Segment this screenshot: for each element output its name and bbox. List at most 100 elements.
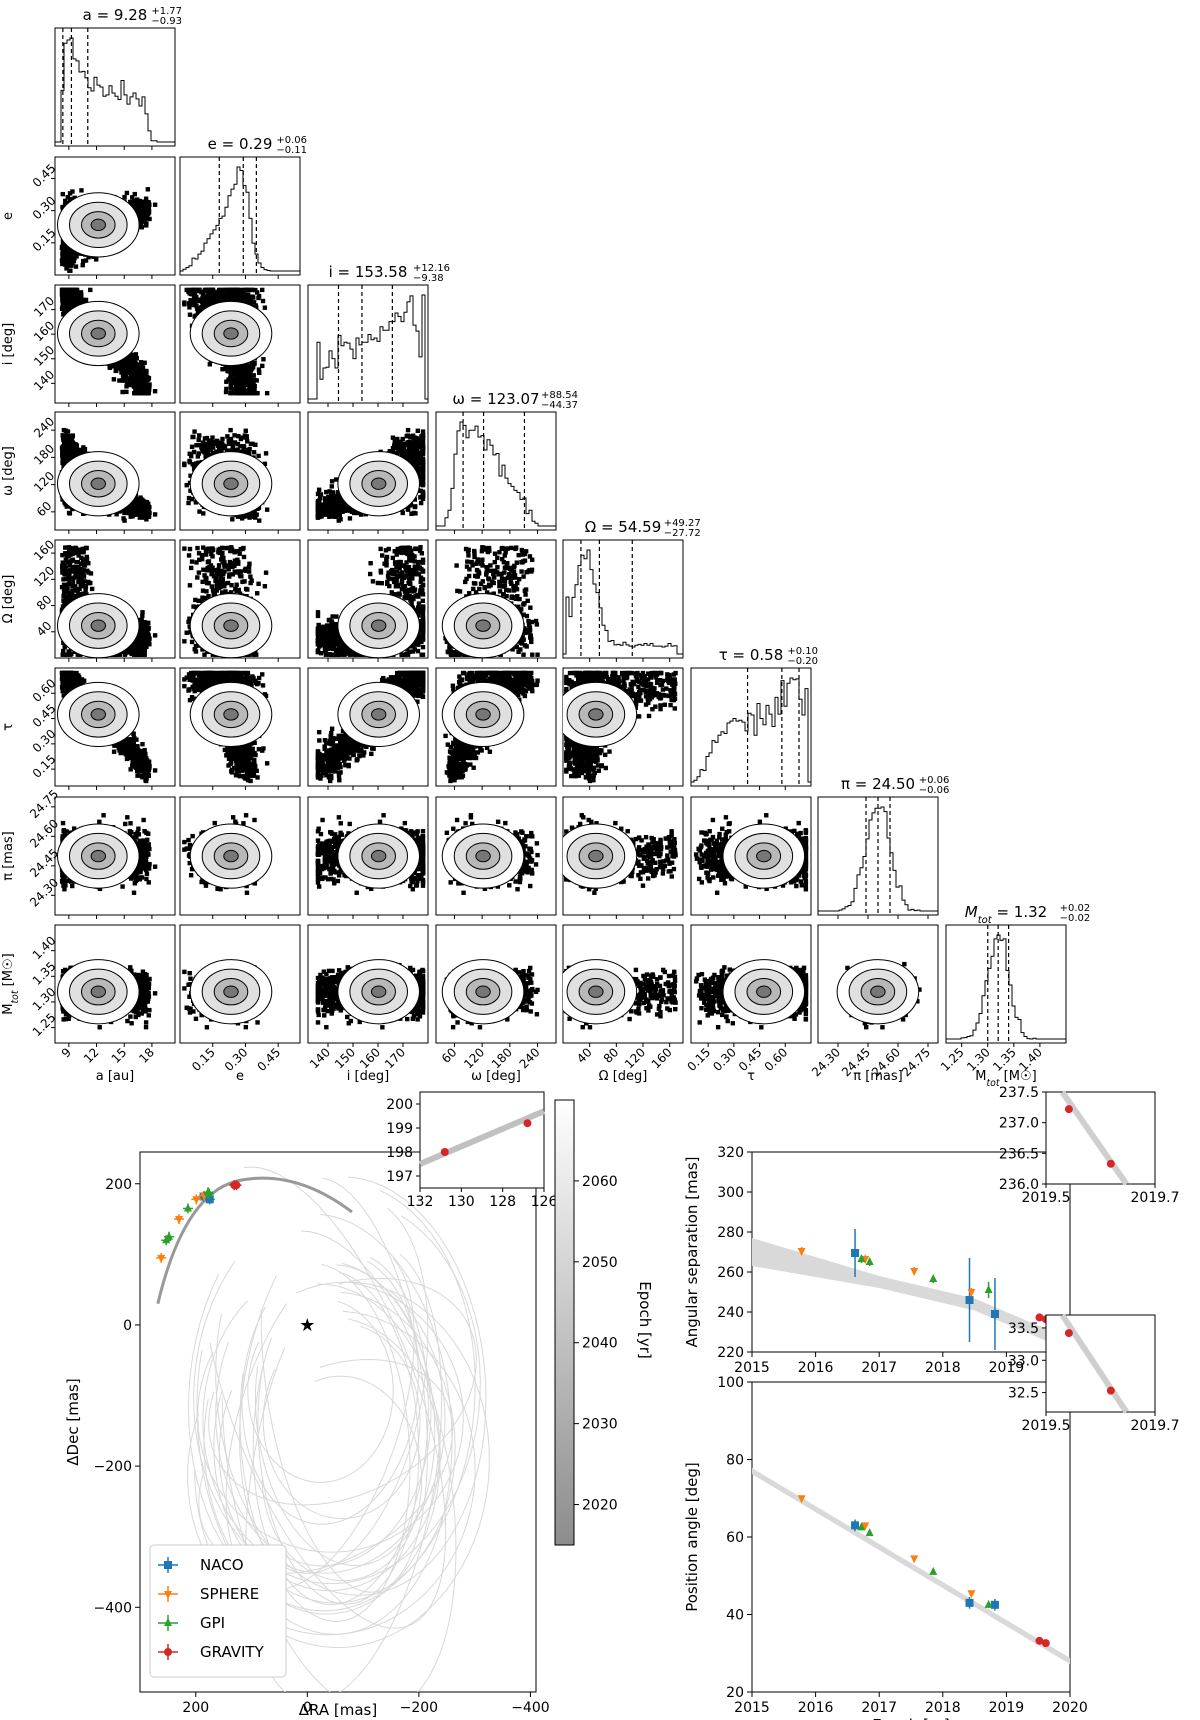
sample-point <box>189 292 195 297</box>
sample-point <box>138 388 143 394</box>
sample-point <box>199 298 205 303</box>
sample-point <box>233 387 239 392</box>
sample-point <box>146 206 152 211</box>
sample-point <box>224 386 229 392</box>
sample-point <box>136 386 141 391</box>
title-lower-error: −0.11 <box>276 145 307 156</box>
corner-panel: e = 0.29 +0.06−0.11 <box>179 135 307 279</box>
sample-point <box>187 291 192 296</box>
sample-point <box>245 295 250 300</box>
sample-point <box>129 372 135 377</box>
sample-point <box>233 369 238 374</box>
title-lower-error: −9.38 <box>413 273 444 284</box>
sample-point <box>122 518 127 523</box>
sample-point <box>73 264 79 269</box>
sample-point <box>260 287 265 293</box>
sample-point <box>253 287 258 293</box>
sample-point <box>140 373 146 379</box>
sample-point <box>128 199 133 205</box>
sample-point <box>133 388 138 393</box>
sample-point <box>248 301 253 307</box>
sample-point <box>78 447 83 453</box>
sample-point <box>132 191 137 197</box>
sample-point <box>256 367 262 372</box>
sample-point <box>73 287 79 293</box>
density-e-i <box>182 287 273 396</box>
sample-point <box>68 263 73 268</box>
sample-point <box>195 306 200 311</box>
sample-point <box>70 440 75 445</box>
sample-point <box>248 383 254 389</box>
sample-point <box>239 388 244 394</box>
sample-point <box>209 298 215 304</box>
sample-point <box>88 287 93 293</box>
sample-point <box>237 384 243 389</box>
sample-point <box>123 365 129 370</box>
sample-point <box>131 365 136 371</box>
sample-point <box>235 375 240 380</box>
sample-point <box>193 287 199 293</box>
sample-point <box>76 297 82 303</box>
density-a-i <box>57 287 158 396</box>
sample-point <box>260 363 265 369</box>
panel-frame <box>179 156 301 276</box>
sample-point <box>226 377 232 382</box>
density-a-omega <box>57 427 158 523</box>
sample-point <box>124 389 129 395</box>
sample-point <box>136 369 142 374</box>
sample-point <box>115 362 120 367</box>
sample-point <box>146 514 152 519</box>
sample-point <box>74 254 79 259</box>
sample-point <box>184 287 189 293</box>
sample-point <box>254 290 260 295</box>
sample-point <box>204 301 209 306</box>
sample-point <box>240 381 245 386</box>
sample-point <box>83 258 89 263</box>
density-a-e <box>57 187 158 273</box>
sample-point <box>139 370 144 375</box>
sample-point <box>62 291 68 297</box>
sample-point <box>194 294 199 300</box>
sample-point <box>241 387 247 392</box>
sample-point <box>134 204 139 209</box>
sample-point <box>80 297 86 302</box>
sample-point <box>81 258 86 264</box>
sample-point <box>75 292 81 297</box>
sample-point <box>134 390 139 396</box>
sample-point <box>124 369 129 374</box>
sample-point <box>127 357 132 362</box>
sample-point <box>143 390 149 396</box>
sample-point <box>142 202 148 207</box>
sample-point <box>117 378 122 383</box>
histogram-a <box>54 37 176 146</box>
sample-point <box>121 359 126 364</box>
sample-point <box>257 370 262 375</box>
sample-point <box>230 378 235 384</box>
sample-point <box>124 190 130 196</box>
sample-point <box>139 360 144 366</box>
sample-point <box>243 363 249 369</box>
sample-point <box>70 287 76 293</box>
sample-point <box>130 358 136 363</box>
sample-point <box>208 292 213 297</box>
sample-point <box>204 298 210 303</box>
sample-point <box>64 504 69 509</box>
title-upper-error: +12.16 <box>413 263 450 274</box>
sample-point <box>222 366 228 372</box>
sample-point <box>122 506 128 512</box>
sample-point <box>69 247 74 253</box>
sample-point <box>212 295 217 301</box>
sample-point <box>67 302 73 307</box>
sample-point <box>137 515 143 520</box>
sample-point <box>130 195 135 200</box>
sample-point <box>230 376 236 381</box>
sample-point <box>143 196 149 201</box>
sample-point <box>147 216 152 222</box>
sample-point <box>229 291 234 297</box>
sample-point <box>243 379 248 385</box>
y-tick-label: 170 <box>31 294 57 320</box>
sample-point <box>144 199 150 205</box>
sample-point <box>119 368 124 373</box>
sample-point <box>63 198 68 204</box>
